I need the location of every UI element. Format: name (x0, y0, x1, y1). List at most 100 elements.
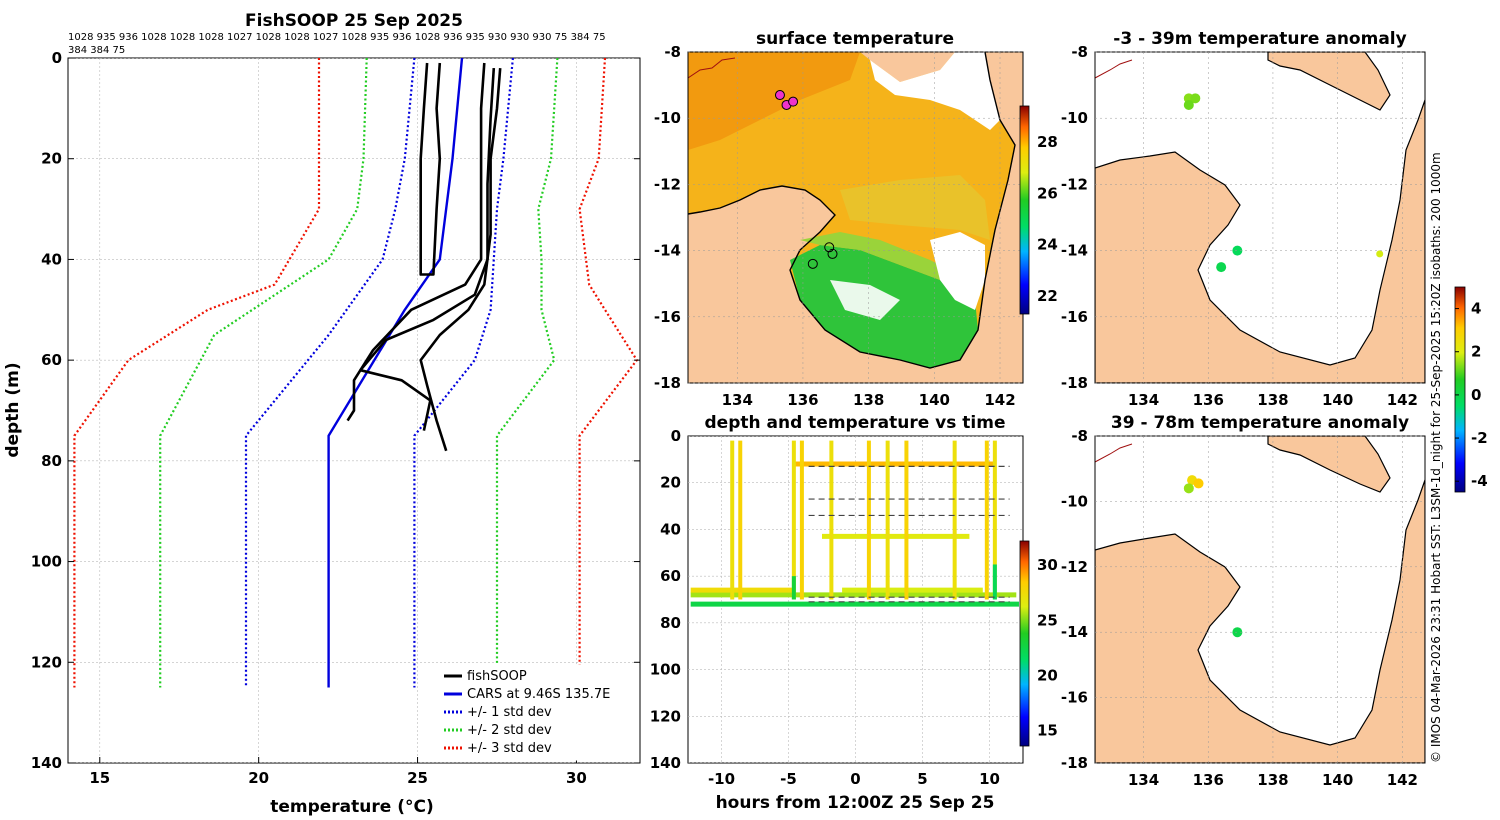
surface-ticks: 134 136 138 140 142 -8 -10 -12 -14 -16 -18 (654, 43, 1023, 409)
profile-series-line (346, 62, 486, 422)
timeseries-xlabel: hours from 12:00Z 25 Sep 25 (716, 793, 995, 813)
timeseries-ytick-label: 60 (660, 567, 681, 585)
profile-series-line (578, 58, 638, 688)
anomaly-shallow-xtick-label: 134 (1128, 391, 1159, 409)
anomaly-colorbar-tick-label: -4 (1471, 472, 1488, 490)
timeseries-xtick-label: 5 (917, 770, 927, 788)
profile-ytick-label: 20 (41, 150, 62, 168)
anomaly-shallow-xtick-label: 142 (1387, 391, 1418, 409)
profile-ticks: 15 20 25 30 0 20 40 60 80 100 120 140 (31, 49, 640, 787)
surface-ytick-label: -18 (654, 374, 681, 392)
anomaly-shallow-point (1183, 99, 1194, 110)
timeseries-xtick-label: 10 (979, 770, 1000, 788)
surface-cloud-gap-1 (870, 52, 1000, 130)
anomaly-colorbar-tick-label: 2 (1471, 343, 1481, 361)
timeseries-colorbar-tick-label: 15 (1037, 722, 1058, 740)
timeseries-grid (688, 436, 1023, 763)
surface-station-marker (827, 248, 838, 259)
surface-mid-patch (840, 175, 990, 240)
surface-river (688, 57, 736, 79)
legend-label-fishsoop: fishSOOP (467, 669, 527, 684)
profile-subtitle-1: 1028 935 936 1028 1028 1028 1027 1028 10… (68, 32, 606, 43)
anomaly-colorbar-tick-label: -2 (1471, 429, 1488, 447)
legend-label-3std: +/- 3 std dev (467, 741, 552, 756)
surface-station-marker (824, 242, 835, 253)
surface-coastline (688, 52, 1016, 369)
anomaly-deep-ytick-label: -16 (1061, 689, 1088, 707)
timeseries-ytick-label: 140 (650, 754, 681, 772)
profile-series-line (327, 58, 464, 688)
timeseries-colorbar-ticks: 15 20 25 30 (1037, 556, 1058, 739)
surface-xtick-label: 134 (722, 391, 753, 409)
legend-label-2std: +/- 2 std dev (467, 723, 552, 738)
anomaly-shallow-xtick-label: 136 (1193, 391, 1224, 409)
profile-ytick-label: 140 (31, 754, 62, 772)
timeseries-ytick-label: 20 (660, 474, 681, 492)
timeseries-colorbar (1019, 540, 1030, 747)
profile-ytick-label: 100 (31, 553, 62, 571)
anomaly-shallow-land-north (1267, 52, 1391, 111)
profile-panel: 15 20 25 30 0 20 40 60 80 100 120 140 FishSOOP 25 S… (3, 11, 641, 817)
surface-ytick-label: -8 (664, 43, 681, 61)
anomaly-shallow-ytick-label: -8 (1071, 43, 1088, 61)
anomaly-deep-ytick-label: -8 (1071, 427, 1088, 445)
anomaly-deep-land-main (1095, 479, 1425, 763)
surface-ytick-label: -10 (654, 109, 681, 127)
anomaly-shallow-panel: 134 136 138 140 142 -8 -10 -12 -14 -16 -18 -3 - 39… (1061, 29, 1426, 409)
timeseries-ytick-label: 80 (660, 614, 681, 632)
anomaly-deep-xtick-label: 142 (1387, 771, 1418, 789)
surface-stations (774, 90, 838, 269)
anomaly-shallow-xtick-label: 138 (1257, 391, 1288, 409)
profile-series-line (359, 68, 496, 431)
surface-colorbar-tick-label: 28 (1037, 133, 1058, 151)
anomaly-deep-points (1183, 475, 1243, 638)
anomaly-shallow-ytick-label: -14 (1061, 242, 1088, 260)
surface-xtick-label: 142 (984, 391, 1015, 409)
profile-series (73, 58, 638, 688)
timeseries-ytick-label: 120 (650, 707, 681, 725)
anomaly-deep-title: 39 - 78m temperature anomaly (1111, 413, 1409, 433)
surface-xtick-label: 136 (787, 391, 818, 409)
surface-temperature-panel: 134 136 138 140 142-8-10-12-14-16-18 2224262… (654, 29, 1058, 409)
anomaly-deep-point (1183, 483, 1194, 494)
anomaly-deep-xtick-label: 134 (1128, 771, 1159, 789)
profile-ylabel: depth (m) (3, 362, 23, 457)
timeseries-xtick-label: 0 (850, 770, 860, 788)
surface-xtick-label: 140 (919, 391, 950, 409)
anomaly-deep-xtick-label: 138 (1257, 771, 1288, 789)
timeseries-xtick-label: -10 (708, 770, 735, 788)
profile-title: FishSOOP 25 Sep 2025 (245, 11, 463, 31)
anomaly-shallow-ytick-label: -16 (1061, 308, 1088, 326)
anomaly-deep-river (1095, 443, 1133, 463)
profile-series-line (73, 58, 321, 688)
profile-series-line (495, 58, 559, 688)
anomaly-deep-xtick-label: 136 (1193, 771, 1224, 789)
timeseries-colorbar-tick-label: 20 (1037, 666, 1058, 684)
legend-label-1std: +/- 1 std dev (467, 705, 552, 720)
anomaly-shallow-title: -3 - 39m temperature anomaly (1113, 29, 1406, 49)
anomaly-colorbar-tick-label: 0 (1471, 386, 1481, 404)
anomaly-shallow-point (1232, 245, 1243, 256)
anomaly-shallow-land-main (1095, 99, 1425, 383)
profile-series-line (159, 58, 368, 688)
anomaly-deep-ticks: 134 136 138 140 142 -8 -10 -12 -14 -16 -18 (1061, 427, 1425, 789)
surface-title: surface temperature (756, 29, 954, 49)
profile-series-line (413, 58, 514, 688)
anomaly-deep-ytick-label: -14 (1061, 623, 1088, 641)
surface-cloud-gap-2 (930, 232, 985, 310)
anomaly-shallow-points (1183, 93, 1384, 273)
credit-text: © IMOS 04-Mar-2026 23:31 Hobart SST: L3S… (1429, 152, 1443, 763)
timeseries-colorbar-tick-label: 30 (1037, 556, 1058, 574)
profile-xtick-label: 25 (407, 769, 428, 787)
anomaly-shallow-ytick-label: -10 (1061, 109, 1088, 127)
surface-colorbar-tick-label: 24 (1037, 236, 1058, 254)
legend-box (436, 664, 638, 761)
anomaly-shallow-ytick-label: -18 (1061, 374, 1088, 392)
anomaly-shallow-xtick-label: 140 (1322, 391, 1353, 409)
timeseries-ytick-label: 0 (671, 427, 681, 445)
timeseries-xtick-label: -5 (780, 770, 797, 788)
surface-colorbar (1019, 105, 1030, 315)
profile-series-line (244, 58, 416, 688)
